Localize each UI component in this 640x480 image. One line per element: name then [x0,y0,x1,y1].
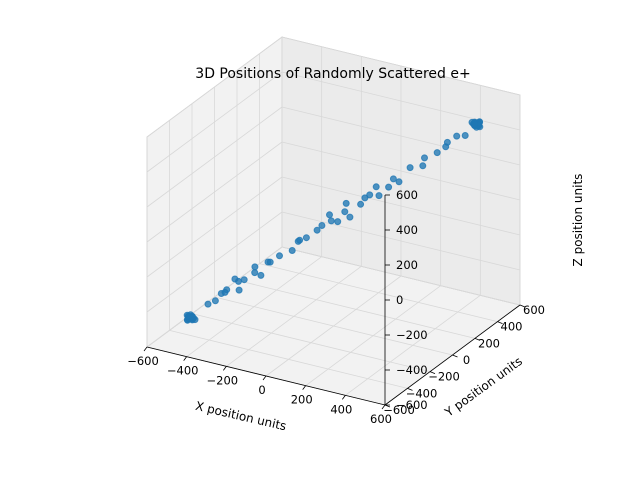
grid-line-z [146,246,283,348]
y-tick [497,321,503,325]
grid-line-z [146,211,283,313]
grid-line-y [214,296,453,356]
grid-line-y [169,329,408,389]
x-tick-label: 0 [258,383,265,397]
x-tick [342,395,346,400]
y-tick-label: 200 [478,336,500,350]
scatter-point [204,300,212,308]
tick-labels: −600−400−2000200400600−600−400−200020040… [127,188,545,426]
grid-line-z [146,176,283,278]
scatter-point [453,132,461,140]
y-tick [519,304,526,308]
x-tick [143,346,148,352]
x-axis-label: X position units [194,399,288,434]
scatter-point [357,200,365,208]
grid-line-y [259,263,498,323]
scatter-point [389,175,397,183]
scatter-point [327,217,335,225]
scatter-point [318,222,326,229]
scatter-point [361,194,369,202]
grid-line-z [281,106,521,166]
scatter-point [313,226,321,234]
scatter-point [235,286,243,294]
y-tick-label: −600 [383,403,415,417]
scatter-point [288,247,296,254]
scatter-point [433,149,441,157]
scatter-point [257,271,265,279]
scatter-point [334,218,342,226]
y-tick-label: 400 [501,320,523,334]
grid-line-z [146,106,283,208]
x-tick-label: 200 [291,393,313,407]
scatter-point [240,276,248,284]
scatter-point [251,263,259,271]
scatter-point [375,192,383,200]
y-tick-label: −400 [406,386,438,400]
y-axis-label: Y position units [442,354,525,420]
x-tick-label: −600 [127,354,159,368]
axis-lines [143,194,526,410]
x-tick-label: −400 [167,364,199,378]
z-tick-label: −600 [396,398,428,412]
y-tick-label: −200 [428,370,460,384]
scatter-point [341,208,349,216]
scatter-point [266,258,274,266]
grid-line-z [146,71,283,173]
grid-line-z [281,141,521,201]
z-tick-label: 400 [396,223,418,237]
grid-line-z [281,246,521,306]
scatter-point [421,154,428,162]
grid-line-z [281,211,521,271]
scatter-point [184,312,192,320]
scatter-point [442,143,450,151]
x-tick-label: 600 [370,412,392,426]
z-tick-label: −200 [396,328,428,342]
scatter-point [302,234,310,242]
grid-line-y [191,313,431,373]
scatter-point [461,132,469,139]
scatter-point [346,213,354,221]
z-tick-label: 200 [396,258,418,272]
scatter-point [251,269,259,277]
scatter-point [372,183,380,191]
scatter-point [211,297,219,305]
scatter-point [470,120,478,128]
grid-line-z [281,36,521,96]
scatter-point [342,199,350,207]
scatter-point [406,164,414,172]
z-tick-label: 600 [396,188,418,202]
y-tick-label: 600 [523,303,545,317]
x-tick [302,385,306,390]
x-tick [223,366,227,371]
grid-line-y [236,279,476,339]
grid-line-z [146,141,283,243]
y-tick [474,337,481,341]
x-tick [183,356,187,361]
z-axis-label: Z position units [571,174,585,267]
x-tick-label: −200 [207,373,239,387]
grid-line-z [281,176,521,236]
x-tick [381,404,386,410]
scatter-point [235,277,242,285]
y-tick-label: 0 [463,353,470,367]
scatter-point [385,183,393,191]
scatter-point [221,288,229,296]
chart-title: 3D Positions of Randomly Scattered e+ [195,66,470,82]
y-tick [429,371,436,375]
grid-line-z [146,36,283,138]
scatter-point [326,211,333,219]
z-tick-label: 0 [396,293,403,307]
x-tick-label: 400 [330,402,352,416]
scatter-point [395,178,403,186]
data-points [183,118,484,324]
z-tick-label: −400 [396,363,428,377]
scatter-point [296,236,304,244]
scatter-point [419,162,427,170]
y-tick [452,354,458,358]
scatter-point [276,252,283,260]
x-tick [262,375,267,381]
y-tick [407,387,413,391]
